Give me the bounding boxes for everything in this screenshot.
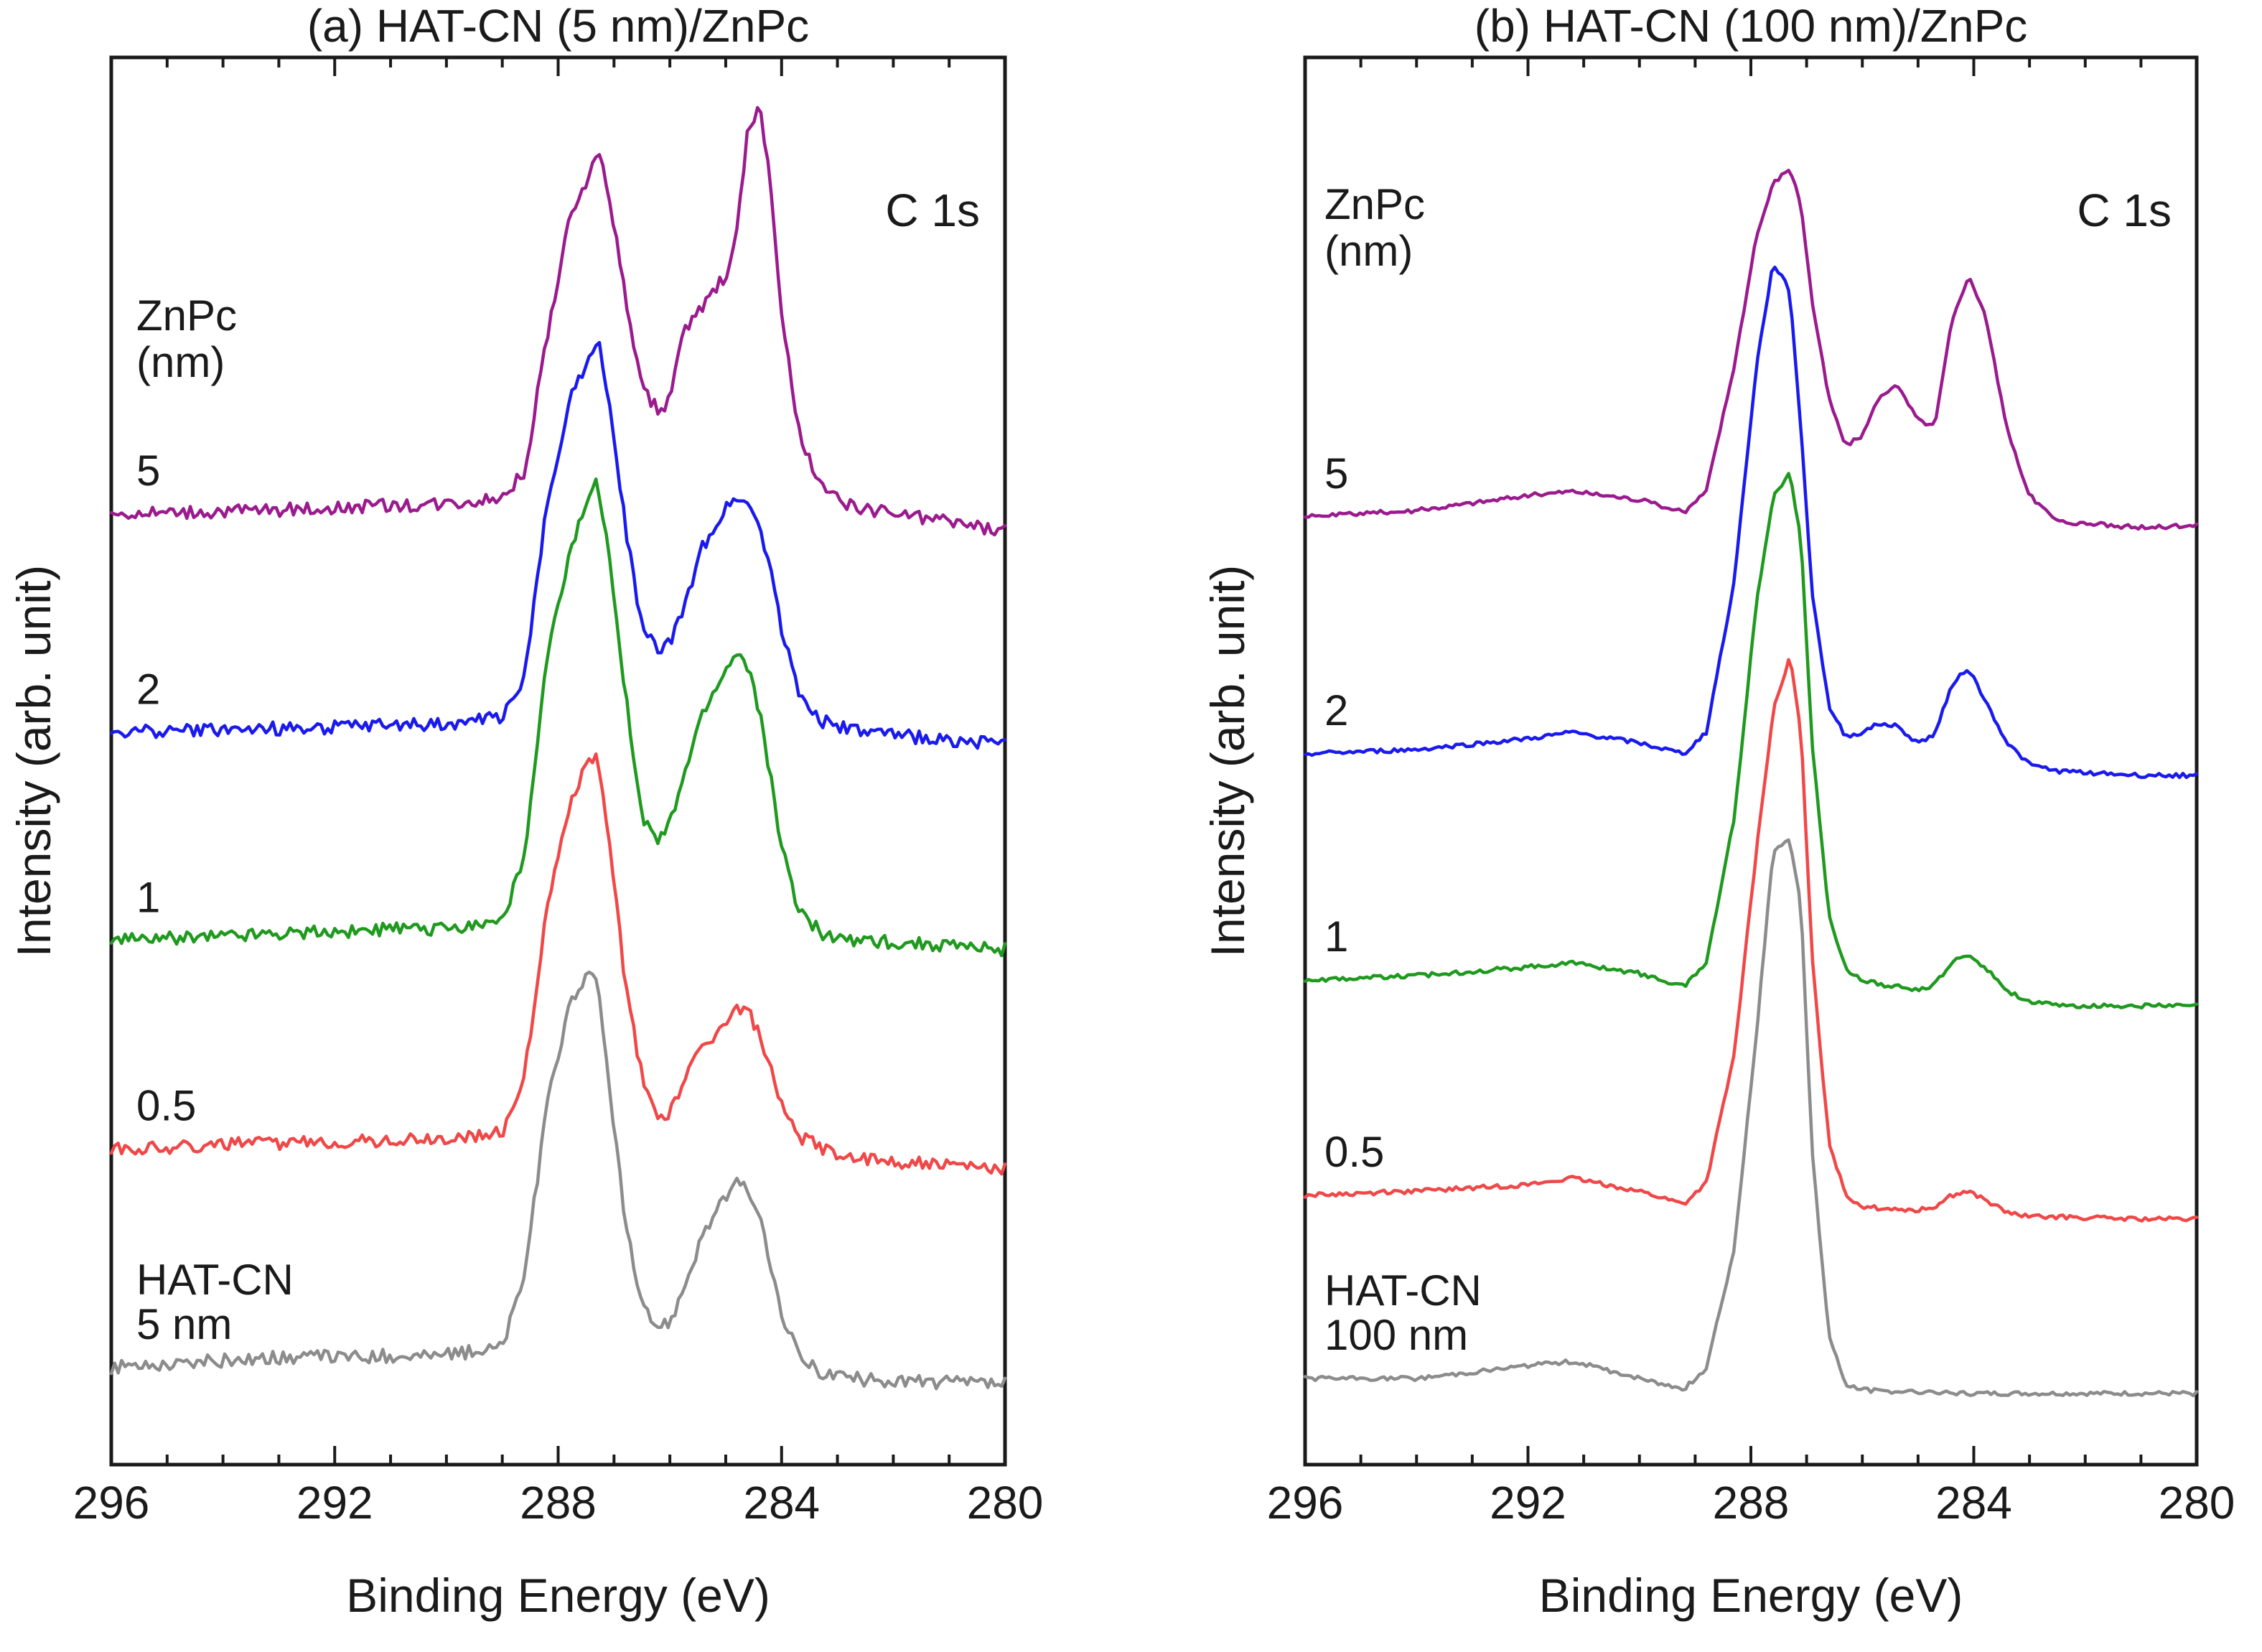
series-line-1 bbox=[1303, 472, 2199, 1010]
x-tick-label: 296 bbox=[1267, 1477, 1344, 1529]
chart-panel-1: 296 292 288 284 280 (b) HAT-CN (100 nm)/ZnPc B… bbox=[1201, 0, 2235, 1622]
chart-panel-0: 296 292 288 284 280 (a) HAT-CN (5 nm)/ZnPc Bin… bbox=[7, 0, 1043, 1622]
x-tick-label: 292 bbox=[1490, 1477, 1566, 1529]
legend-header: (nm) bbox=[136, 338, 225, 386]
y-axis-label: Intensity (arb. unit) bbox=[1201, 565, 1254, 958]
series-label: 0.5 bbox=[136, 1082, 196, 1130]
series-label: HAT-CN bbox=[1324, 1266, 1482, 1315]
series-line-hat-cn-5-nm bbox=[109, 970, 1007, 1391]
series-label: 5 bbox=[1324, 449, 1348, 498]
chart-title: (a) HAT-CN (5 nm)/ZnPc bbox=[307, 0, 809, 52]
core-level-label: C 1s bbox=[885, 185, 980, 236]
x-tick-label: 288 bbox=[1713, 1477, 1790, 1529]
x-tick-label: 288 bbox=[520, 1477, 597, 1529]
series-label: 2 bbox=[1324, 686, 1348, 734]
series-label: 2 bbox=[136, 666, 160, 714]
x-tick-label: 284 bbox=[1935, 1477, 2012, 1529]
series-line-1 bbox=[109, 477, 1007, 958]
series-line-0.5 bbox=[109, 752, 1007, 1176]
series-label: 100 nm bbox=[1324, 1311, 1468, 1359]
series-line-hat-cn-100-nm bbox=[1303, 838, 2199, 1398]
legend-header: (nm) bbox=[1324, 227, 1413, 275]
x-tick-label: 280 bbox=[967, 1477, 1044, 1529]
series-label: 5 bbox=[136, 447, 160, 495]
series-label: 5 nm bbox=[136, 1300, 232, 1348]
series-line-5 bbox=[1303, 168, 2199, 531]
x-axis-label: Binding Energy (eV) bbox=[1539, 1569, 1963, 1622]
series-label: 0.5 bbox=[1324, 1128, 1384, 1176]
legend-header: ZnPc bbox=[1324, 180, 1425, 228]
x-axis-label: Binding Energy (eV) bbox=[346, 1569, 770, 1622]
plot-frame bbox=[109, 55, 1007, 1467]
series-label: HAT-CN bbox=[136, 1256, 294, 1304]
x-tick-label: 284 bbox=[743, 1477, 820, 1529]
core-level-label: C 1s bbox=[2077, 185, 2172, 236]
series-label: 1 bbox=[136, 874, 160, 922]
y-axis-label: Intensity (arb. unit) bbox=[7, 565, 60, 958]
legend-header: ZnPc bbox=[136, 291, 237, 340]
series-line-2 bbox=[1303, 265, 2199, 780]
x-tick-label: 292 bbox=[296, 1477, 373, 1529]
chart-title: (b) HAT-CN (100 nm)/ZnPc bbox=[1474, 0, 2028, 52]
x-tick-label: 280 bbox=[2159, 1477, 2235, 1529]
x-tick-label: 296 bbox=[73, 1477, 150, 1529]
series-line-0.5 bbox=[1303, 658, 2199, 1223]
series-label: 1 bbox=[1324, 913, 1348, 961]
series-line-2 bbox=[109, 340, 1007, 750]
series-line-5 bbox=[109, 106, 1007, 537]
